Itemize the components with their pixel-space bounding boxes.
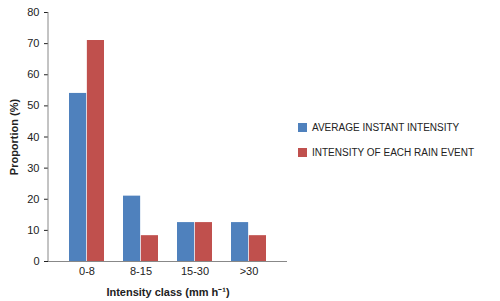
svg-text:40: 40 xyxy=(27,131,39,143)
svg-text:0-8: 0-8 xyxy=(79,265,95,277)
svg-text:10: 10 xyxy=(27,224,39,236)
svg-text:30: 30 xyxy=(27,162,39,174)
svg-text:15-30: 15-30 xyxy=(181,265,209,277)
html-text:INTENSITY OF EACH RAIN EVENT: INTENSITY OF EACH RAIN EVENT xyxy=(312,147,475,158)
svg-text:50: 50 xyxy=(27,99,39,111)
svg-text:80: 80 xyxy=(27,6,39,18)
svg-text:Proportion (%): Proportion (%) xyxy=(8,98,20,175)
svg-text:0: 0 xyxy=(33,255,39,267)
svg-text:20: 20 xyxy=(27,193,39,205)
svg-text:Intensity class (mm h⁻¹): Intensity class (mm h⁻¹) xyxy=(106,286,230,298)
svg-text:70: 70 xyxy=(27,37,39,49)
svg-text:60: 60 xyxy=(27,68,39,80)
html-text:AVERAGE INSTANT INTENSITY: AVERAGE INSTANT INTENSITY xyxy=(312,122,460,133)
svg-text:8-15: 8-15 xyxy=(130,265,152,277)
svg-text:>30: >30 xyxy=(240,265,259,277)
